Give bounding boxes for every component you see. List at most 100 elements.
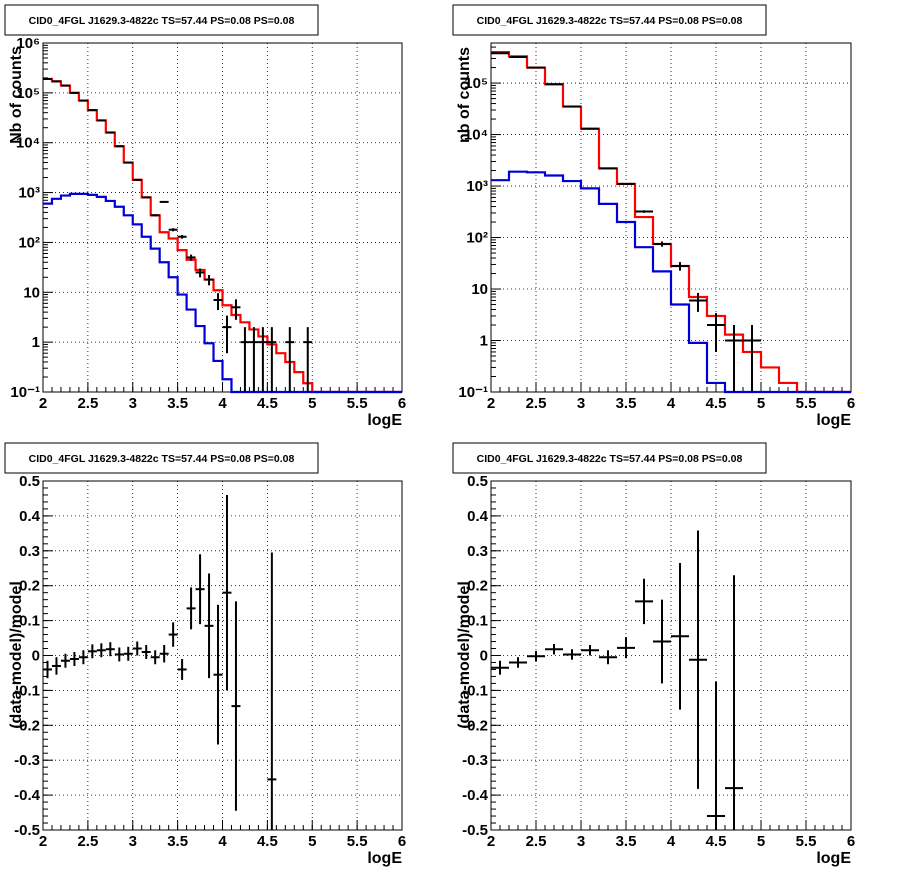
x-tick-label: 2.5 xyxy=(77,395,98,412)
data-point xyxy=(195,268,205,278)
y-tick-label: 10² xyxy=(466,230,488,247)
y-tick-label: 10 xyxy=(471,281,488,298)
x-tick-label: 4 xyxy=(667,395,676,412)
y-tick-label: 0 xyxy=(480,648,488,665)
y-tick-label: -0.5 xyxy=(14,822,40,839)
y-tick-label: 10⁻¹ xyxy=(458,384,488,401)
data-point xyxy=(159,645,169,663)
data-point xyxy=(123,161,133,164)
y-tick-label: 10³ xyxy=(18,185,40,202)
x-tick-label: 5.5 xyxy=(796,833,817,850)
data-point xyxy=(168,622,178,647)
plot-frame xyxy=(42,480,403,831)
data-point xyxy=(563,649,581,660)
data-point xyxy=(186,254,196,261)
data-point xyxy=(258,327,268,392)
data-point xyxy=(689,292,707,312)
data-point xyxy=(43,660,52,679)
data-point xyxy=(69,652,79,666)
y-tick-label: 1 xyxy=(32,334,40,351)
y-axis-title: (data-model)/model xyxy=(8,581,25,729)
y-tick-label: 1 xyxy=(480,333,488,350)
plot-frame xyxy=(42,42,403,393)
data-point xyxy=(599,650,617,665)
y-tick-label: 10⁴ xyxy=(464,127,488,144)
x-tick-label: 4.5 xyxy=(706,395,727,412)
x-tick-label: 5 xyxy=(308,395,316,412)
x-tick-label: 3 xyxy=(577,395,585,412)
x-tick-label: 4.5 xyxy=(257,395,278,412)
x-tick-label: 2 xyxy=(487,395,495,412)
y-tick-label: 0.1 xyxy=(467,613,488,630)
data-point xyxy=(114,647,124,662)
chart-title: CID0_4FGL J1629.3-4822c TS=57.44 PS=0.08… xyxy=(29,15,295,27)
y-tick-label: -0.3 xyxy=(462,752,488,769)
y-tick-label: -0.4 xyxy=(462,787,489,804)
x-tick-label: 3.5 xyxy=(616,395,637,412)
data-point xyxy=(527,650,545,662)
y-tick-label: 10⁵ xyxy=(16,85,40,102)
y-tick-label: -0.2 xyxy=(14,717,40,734)
y-tick-label: 10 xyxy=(23,284,40,301)
data-point xyxy=(222,315,232,354)
data-point xyxy=(141,196,151,199)
x-tick-label: 2 xyxy=(487,833,495,850)
x-tick-label: 2.5 xyxy=(526,833,547,850)
y-tick-label: 0.2 xyxy=(19,578,40,595)
data-point xyxy=(303,327,313,392)
data-point xyxy=(617,182,635,185)
y-tick-label: 10⁵ xyxy=(464,75,488,92)
data-point xyxy=(581,645,599,656)
data-point xyxy=(222,494,232,691)
data-point xyxy=(168,228,178,232)
data-point xyxy=(545,643,563,655)
data-point xyxy=(150,214,160,217)
y-tick-label: 10⁴ xyxy=(16,135,40,152)
x-tick-label: 4 xyxy=(218,833,227,850)
data-point xyxy=(60,653,70,668)
data-point xyxy=(51,657,61,675)
data-point xyxy=(87,644,97,659)
y-axis-title: (data-model)/model xyxy=(456,581,473,729)
data-point xyxy=(132,178,142,181)
y-tick-label: 10⁻¹ xyxy=(10,384,40,401)
data-point xyxy=(204,573,214,679)
y-tick-label: 0 xyxy=(32,648,40,665)
y-axis-title: nb of counts xyxy=(456,47,473,143)
x-tick-label: 3.5 xyxy=(167,395,188,412)
data-point xyxy=(635,210,653,213)
data-point xyxy=(725,325,743,392)
title-box xyxy=(4,442,319,474)
data-point xyxy=(132,641,142,656)
source-model-histogram xyxy=(43,192,402,394)
y-tick-label: -0.3 xyxy=(14,752,40,769)
y-tick-label: 0.1 xyxy=(19,613,40,630)
data-point xyxy=(285,327,295,392)
y-tick-label: 0.4 xyxy=(467,508,489,525)
data-point xyxy=(186,587,196,630)
data-point xyxy=(231,299,241,320)
data-point xyxy=(653,241,671,247)
data-point xyxy=(213,293,223,311)
x-axis-title: logE xyxy=(816,850,851,867)
x-tick-label: 3.5 xyxy=(616,833,637,850)
data-point xyxy=(177,234,187,239)
title-box xyxy=(4,4,319,36)
x-tick-label: 4.5 xyxy=(257,833,278,850)
data-point xyxy=(96,643,106,658)
data-point xyxy=(231,601,241,811)
data-point xyxy=(204,275,214,286)
data-point xyxy=(78,650,88,665)
data-point xyxy=(141,645,151,659)
chart-title: CID0_4FGL J1629.3-4822c TS=57.44 PS=0.08… xyxy=(477,453,743,465)
x-axis-title: logE xyxy=(367,412,402,429)
data-point xyxy=(689,530,707,789)
data-point xyxy=(509,657,527,668)
x-tick-label: 2 xyxy=(39,833,47,850)
y-tick-label: 0.2 xyxy=(467,578,488,595)
x-tick-label: 5.5 xyxy=(347,833,368,850)
data-point xyxy=(743,325,761,392)
x-tick-label: 4 xyxy=(667,833,676,850)
y-tick-label: 0.3 xyxy=(19,543,40,560)
